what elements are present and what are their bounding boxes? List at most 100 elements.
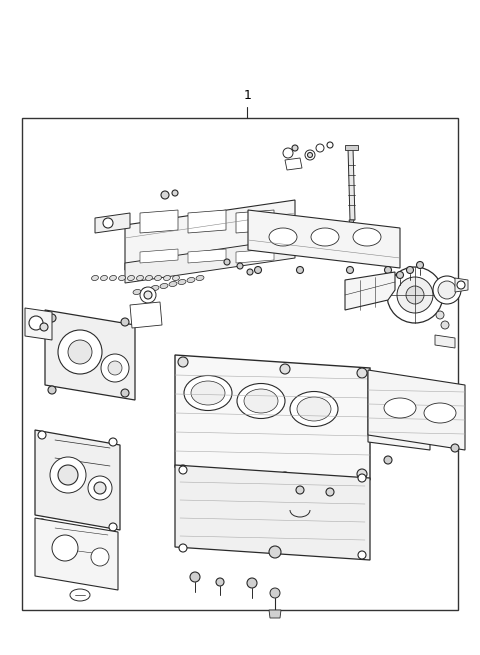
Circle shape — [38, 519, 46, 527]
Polygon shape — [368, 370, 465, 450]
Polygon shape — [175, 465, 370, 560]
Polygon shape — [25, 308, 52, 340]
Polygon shape — [140, 210, 178, 233]
Polygon shape — [345, 145, 358, 150]
Circle shape — [224, 259, 230, 265]
Circle shape — [179, 544, 187, 552]
Ellipse shape — [244, 389, 278, 413]
Circle shape — [451, 444, 459, 452]
Ellipse shape — [353, 228, 381, 246]
Circle shape — [326, 488, 334, 496]
Polygon shape — [348, 148, 355, 220]
Circle shape — [109, 438, 117, 446]
Circle shape — [237, 263, 243, 269]
Circle shape — [161, 191, 169, 199]
Circle shape — [216, 578, 224, 586]
Circle shape — [68, 340, 92, 364]
Ellipse shape — [119, 275, 125, 280]
Ellipse shape — [136, 275, 144, 280]
Circle shape — [308, 153, 312, 157]
Polygon shape — [455, 278, 468, 292]
Ellipse shape — [160, 284, 168, 289]
Polygon shape — [35, 518, 118, 590]
Circle shape — [297, 267, 303, 274]
Polygon shape — [125, 238, 295, 283]
Circle shape — [327, 142, 333, 148]
Circle shape — [178, 357, 188, 367]
Ellipse shape — [196, 276, 204, 280]
Circle shape — [407, 267, 413, 274]
Circle shape — [38, 431, 46, 439]
Circle shape — [108, 361, 122, 375]
Circle shape — [88, 476, 112, 500]
Circle shape — [144, 291, 152, 299]
Polygon shape — [248, 210, 400, 268]
Polygon shape — [45, 310, 135, 400]
Circle shape — [433, 276, 461, 304]
Circle shape — [296, 486, 304, 494]
Ellipse shape — [133, 290, 141, 295]
Circle shape — [48, 386, 56, 394]
Circle shape — [417, 261, 423, 269]
Ellipse shape — [109, 275, 117, 280]
Text: 1: 1 — [243, 89, 251, 102]
Circle shape — [457, 281, 465, 289]
Polygon shape — [35, 430, 120, 530]
Circle shape — [52, 535, 78, 561]
Ellipse shape — [237, 383, 285, 419]
Circle shape — [283, 148, 293, 158]
Circle shape — [190, 572, 200, 582]
Circle shape — [103, 218, 113, 228]
Circle shape — [357, 469, 367, 479]
Polygon shape — [236, 210, 274, 233]
Polygon shape — [140, 249, 178, 263]
Polygon shape — [349, 220, 354, 227]
Polygon shape — [175, 355, 370, 480]
Circle shape — [247, 578, 257, 588]
Polygon shape — [269, 610, 281, 618]
Circle shape — [396, 272, 404, 278]
Polygon shape — [345, 272, 395, 310]
Circle shape — [247, 269, 253, 275]
Ellipse shape — [145, 275, 153, 280]
Circle shape — [347, 267, 353, 274]
Polygon shape — [368, 372, 430, 450]
Ellipse shape — [424, 403, 456, 423]
Circle shape — [179, 466, 187, 474]
Circle shape — [269, 546, 281, 558]
Ellipse shape — [178, 280, 186, 284]
Polygon shape — [236, 249, 274, 263]
Ellipse shape — [297, 397, 331, 421]
Ellipse shape — [191, 381, 225, 405]
Circle shape — [40, 323, 48, 331]
Circle shape — [121, 389, 129, 397]
Circle shape — [140, 287, 156, 303]
Polygon shape — [188, 210, 226, 233]
Circle shape — [358, 551, 366, 559]
Circle shape — [178, 465, 188, 475]
Circle shape — [280, 472, 290, 482]
Ellipse shape — [169, 282, 177, 286]
Circle shape — [29, 316, 43, 330]
Circle shape — [172, 190, 178, 196]
Circle shape — [316, 144, 324, 152]
Circle shape — [384, 267, 392, 274]
Ellipse shape — [384, 398, 416, 418]
Circle shape — [387, 267, 443, 323]
Circle shape — [438, 281, 456, 299]
Ellipse shape — [311, 228, 339, 246]
Circle shape — [358, 474, 366, 482]
Ellipse shape — [184, 375, 232, 411]
Circle shape — [397, 277, 433, 313]
Ellipse shape — [128, 275, 134, 280]
Circle shape — [357, 368, 367, 378]
Polygon shape — [188, 249, 226, 263]
Ellipse shape — [155, 275, 161, 280]
Circle shape — [58, 330, 102, 374]
Circle shape — [441, 321, 449, 329]
Ellipse shape — [269, 228, 297, 246]
Circle shape — [305, 150, 315, 160]
Circle shape — [50, 457, 86, 493]
Bar — [22, 118, 458, 610]
Circle shape — [94, 482, 106, 494]
